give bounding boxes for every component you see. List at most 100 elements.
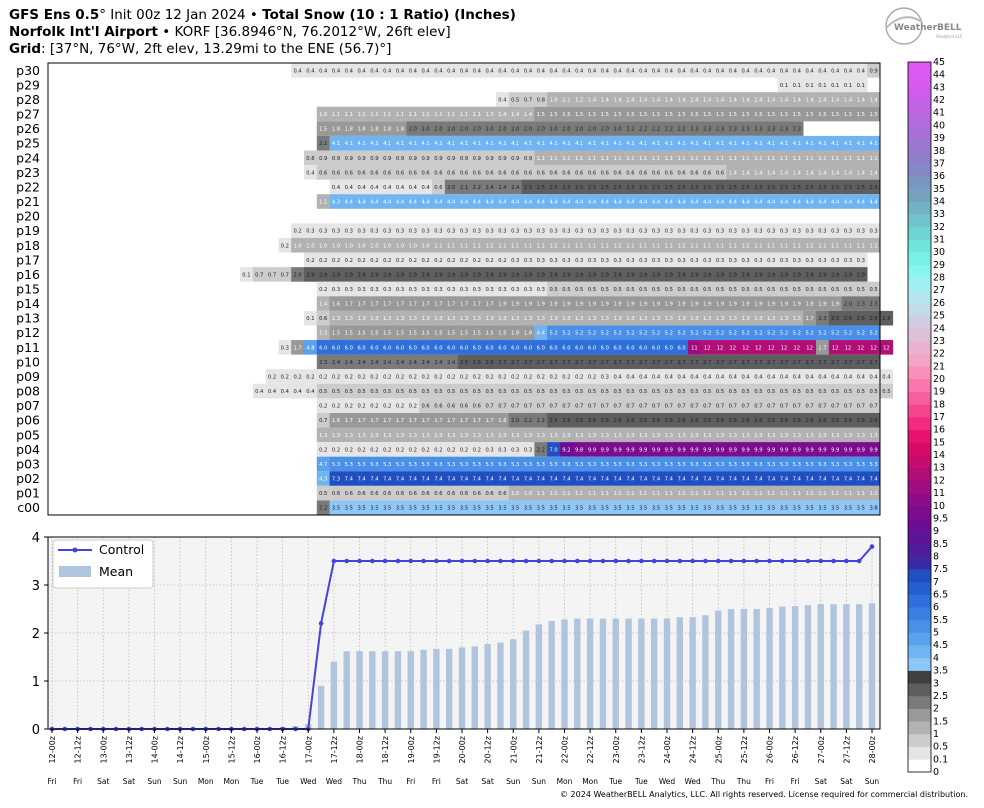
cell-value-p24: 1.1 bbox=[601, 156, 609, 162]
cell-value-p24: 1.1 bbox=[549, 156, 557, 162]
cell-value-p23: 1.4 bbox=[780, 170, 789, 176]
cell-value-p26: 2.0 bbox=[409, 127, 417, 133]
cell-value-p24: 1.1 bbox=[780, 156, 788, 162]
heatmap-cell-p21 bbox=[368, 194, 382, 209]
heatmap-cell-p23 bbox=[688, 165, 702, 180]
cell-value-p24: 0.9 bbox=[370, 156, 378, 162]
station-info: • KORF [36.8946°N, 76.2012°W, 26ft elev] bbox=[158, 24, 451, 40]
heatmap-cell-p24 bbox=[380, 150, 394, 166]
cell-value-p27: 1.1 bbox=[357, 112, 365, 118]
heatmap-cell-p26 bbox=[329, 121, 343, 136]
cell-value-p25: 4.1 bbox=[831, 141, 839, 147]
cell-value-p27: 1.5 bbox=[652, 112, 660, 118]
heatmap-cell-p22 bbox=[790, 179, 804, 195]
mean-bar bbox=[433, 648, 440, 729]
heatmap-cell-p27 bbox=[419, 106, 433, 122]
legend: Control Mean bbox=[52, 539, 154, 589]
cell-value-p23: 0.6 bbox=[652, 170, 660, 176]
control-point bbox=[613, 558, 619, 564]
heatmap-cell-p28 bbox=[700, 92, 714, 107]
heatmap-cell-p26 bbox=[598, 121, 612, 136]
cell-value-p30: 0.4 bbox=[396, 68, 405, 74]
heatmap-cell-p27 bbox=[572, 106, 586, 122]
heatmap-cell-p26 bbox=[700, 121, 714, 136]
cell-value-p26: 2.2 bbox=[677, 127, 685, 133]
cell-value-p30: 0.4 bbox=[831, 68, 840, 74]
cell-value-p23: 1.4 bbox=[857, 170, 866, 176]
heatmap-cell-p28 bbox=[739, 92, 753, 107]
cell-value-p24: 1.1 bbox=[716, 156, 724, 162]
mean-bar bbox=[855, 604, 863, 729]
heatmap-cell-p25 bbox=[816, 135, 830, 151]
cell-value-p23: 0.6 bbox=[626, 170, 634, 176]
cell-value-p22: 2.5 bbox=[741, 185, 749, 191]
mean-bar bbox=[510, 639, 517, 729]
x-tick-label-20-00z: 20-00z bbox=[458, 736, 467, 763]
x-tick-label-17-12z: 17-12z bbox=[330, 736, 339, 763]
cell-value-p24: 0.9 bbox=[473, 156, 481, 162]
mean-bar bbox=[586, 618, 594, 729]
heatmap-cell-p23 bbox=[675, 165, 689, 180]
heatmap-cell-p27 bbox=[764, 106, 778, 122]
mean-bar bbox=[535, 624, 543, 729]
cell-value-p25: 4.1 bbox=[434, 141, 442, 147]
cell-value-p21: 4.4 bbox=[511, 200, 520, 206]
cell-value-p28: 1.4 bbox=[703, 97, 712, 103]
cell-value-p27: 1.5 bbox=[844, 112, 852, 118]
cell-value-p28: 1.4 bbox=[588, 97, 597, 103]
mean-bar bbox=[394, 651, 402, 729]
heatmap-cell-p28 bbox=[841, 92, 855, 107]
cell-value-p30: 0.4 bbox=[345, 68, 354, 74]
cell-value-p21: 4.4 bbox=[537, 200, 546, 206]
heatmap-cell-p30 bbox=[457, 63, 471, 78]
heatmap-cell-p24 bbox=[688, 150, 702, 166]
heatmap-cell-p30 bbox=[675, 63, 689, 78]
cell-value-p23: 0.6 bbox=[639, 170, 647, 176]
cell-value-p28: 1.4 bbox=[857, 97, 866, 103]
mean-bar bbox=[740, 609, 748, 729]
cell-value-p23: 0.6 bbox=[383, 170, 391, 176]
heatmap-cell-p25 bbox=[585, 135, 599, 151]
heatmap-cell-p26 bbox=[432, 121, 446, 136]
heatmap-cell-p24 bbox=[828, 150, 842, 166]
heatmap-cell-p21 bbox=[355, 194, 369, 209]
heatmap-cell-p25 bbox=[828, 135, 842, 151]
cell-value-p23: 0.6 bbox=[332, 170, 340, 176]
heatmap-cell-p25 bbox=[700, 135, 714, 151]
heatmap-cell-p30 bbox=[828, 63, 842, 78]
cell-value-p23: 0.6 bbox=[601, 170, 609, 176]
cell-value-p26: 2.3 bbox=[767, 127, 775, 133]
cell-value-p22: 0.4 bbox=[345, 185, 354, 191]
cell-value-p27: 1.4 bbox=[524, 112, 533, 118]
cell-value-p30: 0.4 bbox=[754, 68, 763, 74]
init-time: Init 00z 12 Jan 2024 bbox=[105, 7, 246, 23]
x-tick-label-21-00z: 21-00z bbox=[509, 736, 518, 763]
control-point bbox=[690, 558, 695, 564]
cell-value-p23: 0.6 bbox=[537, 170, 545, 176]
model-name: GFS Ens 0.5 bbox=[9, 7, 100, 23]
y-tick-label-0: 0 bbox=[32, 723, 40, 738]
mean-bar bbox=[804, 605, 812, 729]
control-point bbox=[523, 558, 529, 564]
cell-value-p23: 0.6 bbox=[485, 170, 493, 176]
cell-value-p25: 4.1 bbox=[869, 141, 877, 147]
heatmap-cell-p30 bbox=[483, 63, 497, 78]
heatmap-cell-p22 bbox=[688, 179, 702, 195]
cell-value-p28: 1.2 bbox=[575, 97, 583, 103]
heatmap-cell-p27 bbox=[611, 106, 625, 122]
day-label: Thu bbox=[351, 777, 366, 786]
heatmap-cell-p27 bbox=[470, 106, 484, 122]
cell-value-p30: 0.4 bbox=[537, 68, 546, 74]
heatmap-cell-p28 bbox=[816, 92, 830, 107]
heatmap-cell-p27 bbox=[316, 106, 330, 122]
cell-value-p25: 4.1 bbox=[447, 141, 455, 147]
cell-value-p26: 2.0 bbox=[447, 127, 455, 133]
heatmap-cell-p22 bbox=[675, 179, 689, 195]
x-tick-label-27-00z: 27-00z bbox=[817, 736, 826, 763]
cell-value-p23: 0.6 bbox=[498, 170, 506, 176]
cell-value-p28: 1.4 bbox=[613, 97, 622, 103]
x-tick-label-20-12z: 20-12z bbox=[484, 736, 493, 763]
mean-bar bbox=[381, 651, 389, 729]
cell-value-p30: 0.9 bbox=[869, 68, 877, 74]
heatmap-cell-p24 bbox=[534, 150, 548, 166]
